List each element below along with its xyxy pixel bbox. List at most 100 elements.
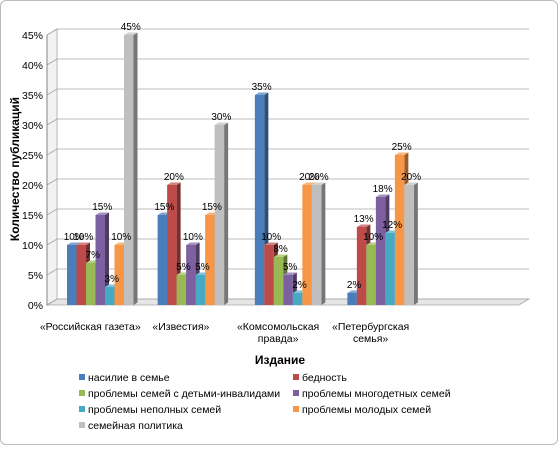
data-label: 20% (401, 172, 421, 183)
gridline-side (46, 208, 58, 216)
bar-front (176, 275, 187, 305)
x-tick-label: «Комсомольская правда» (237, 321, 319, 345)
data-label: 10% (111, 232, 131, 243)
bar-top (394, 152, 409, 155)
data-label: 15% (202, 202, 222, 213)
bar-top (67, 242, 81, 245)
data-label: 10% (73, 232, 93, 243)
legend-swatch (293, 390, 299, 396)
data-label: 3% (105, 274, 120, 285)
legend-label: бедность (302, 372, 347, 384)
data-label: 8% (273, 244, 288, 255)
y-tick-label: 40% (22, 60, 43, 72)
legend-label: проблемы многодетных семей (302, 388, 451, 400)
bar-top (76, 242, 90, 245)
legend-label: проблемы молодых семей (302, 404, 431, 416)
legend-swatch (79, 374, 85, 380)
bar-side (105, 212, 109, 305)
data-label: 12% (382, 220, 402, 231)
y-tick-label: 10% (22, 240, 43, 252)
legend-swatch (293, 374, 299, 380)
data-label: 45% (121, 22, 141, 33)
gridline-side (46, 298, 58, 306)
gridline-side (46, 58, 58, 66)
bar-top (186, 242, 200, 245)
data-label: 25% (392, 142, 412, 153)
data-label: 15% (154, 202, 174, 213)
bar-front (292, 293, 303, 305)
data-labels: 10%15%35%2%10%20%10%13%7%5%8%10%15%10%5%… (64, 22, 421, 291)
data-label: 10% (183, 232, 203, 243)
legend-label: проблемы неполных семей (88, 404, 221, 416)
chart-side-wall (46, 28, 58, 306)
y-tick-label: 5% (28, 270, 43, 282)
legend-item: бедность (293, 372, 347, 384)
data-label: 10% (261, 232, 281, 243)
bar-front (167, 185, 177, 305)
gridline-side (46, 28, 58, 36)
bar-top (283, 272, 297, 275)
bar-front (356, 227, 367, 305)
legend-label: семейная политика (88, 420, 183, 432)
data-label: 10% (64, 232, 84, 243)
bar-top (404, 182, 418, 185)
data-label: 20% (164, 172, 184, 183)
data-label: 20% (309, 172, 329, 183)
bar-front (375, 197, 386, 305)
data-label: 5% (176, 262, 191, 273)
bar (95, 212, 109, 305)
bar-front (105, 287, 115, 305)
bar-front (124, 35, 134, 305)
data-label: 7% (86, 250, 101, 261)
gridline-side (46, 118, 58, 126)
bar-top (214, 122, 229, 125)
data-label: 5% (195, 262, 210, 273)
bar-top (264, 242, 278, 245)
data-label: 35% (252, 82, 272, 93)
bar-top (273, 254, 288, 257)
legend-swatch (79, 406, 85, 412)
bar-top (124, 32, 138, 35)
y-tick-label: 25% (22, 150, 43, 162)
bar (311, 182, 326, 305)
x-tick-label: «Петербургская семья» (332, 321, 409, 345)
bar-side (224, 122, 229, 305)
bar-front (366, 245, 376, 305)
bar (214, 122, 229, 305)
x-axis-title: Издание (255, 353, 306, 367)
gridline-side (46, 238, 58, 246)
data-label: 18% (373, 184, 393, 195)
legend-item: насилие в семье (79, 372, 170, 384)
legend: насилие в семье бедность проблемы семей с … (79, 372, 451, 432)
gridline-side (46, 268, 58, 276)
bars (67, 32, 418, 305)
y-tick-label: 35% (22, 90, 43, 102)
gridline-side (46, 88, 58, 96)
gridline-side (46, 178, 58, 186)
data-label: 10% (363, 232, 383, 243)
y-tick-label: 0% (28, 300, 43, 312)
legend-item: проблемы неполных семей (79, 404, 221, 416)
legend-label: проблемы семей с детьми-инвалидами (88, 388, 280, 400)
bar-front (86, 263, 96, 305)
bar-front (254, 95, 265, 305)
bar-front (273, 257, 284, 305)
data-label: 2% (292, 280, 307, 291)
bar-front (205, 215, 215, 305)
bar-top (167, 182, 181, 185)
x-axis-ticks: «Российская газета» «Известия» «Комсомольс… (40, 321, 409, 345)
bar-front (67, 245, 77, 305)
legend-item: проблемы молодых семей (293, 404, 431, 416)
bar-top (95, 212, 109, 215)
y-axis-title: Количество публикаций (8, 97, 22, 241)
bar-front (214, 125, 225, 305)
bar-front (385, 233, 395, 305)
legend-label: насилие в семье (88, 372, 170, 384)
bar-front (95, 215, 105, 305)
bar-front (157, 215, 168, 305)
legend-swatch (79, 422, 85, 428)
bar-top (356, 224, 371, 227)
bar-side (413, 182, 418, 305)
bar-front (394, 155, 405, 305)
